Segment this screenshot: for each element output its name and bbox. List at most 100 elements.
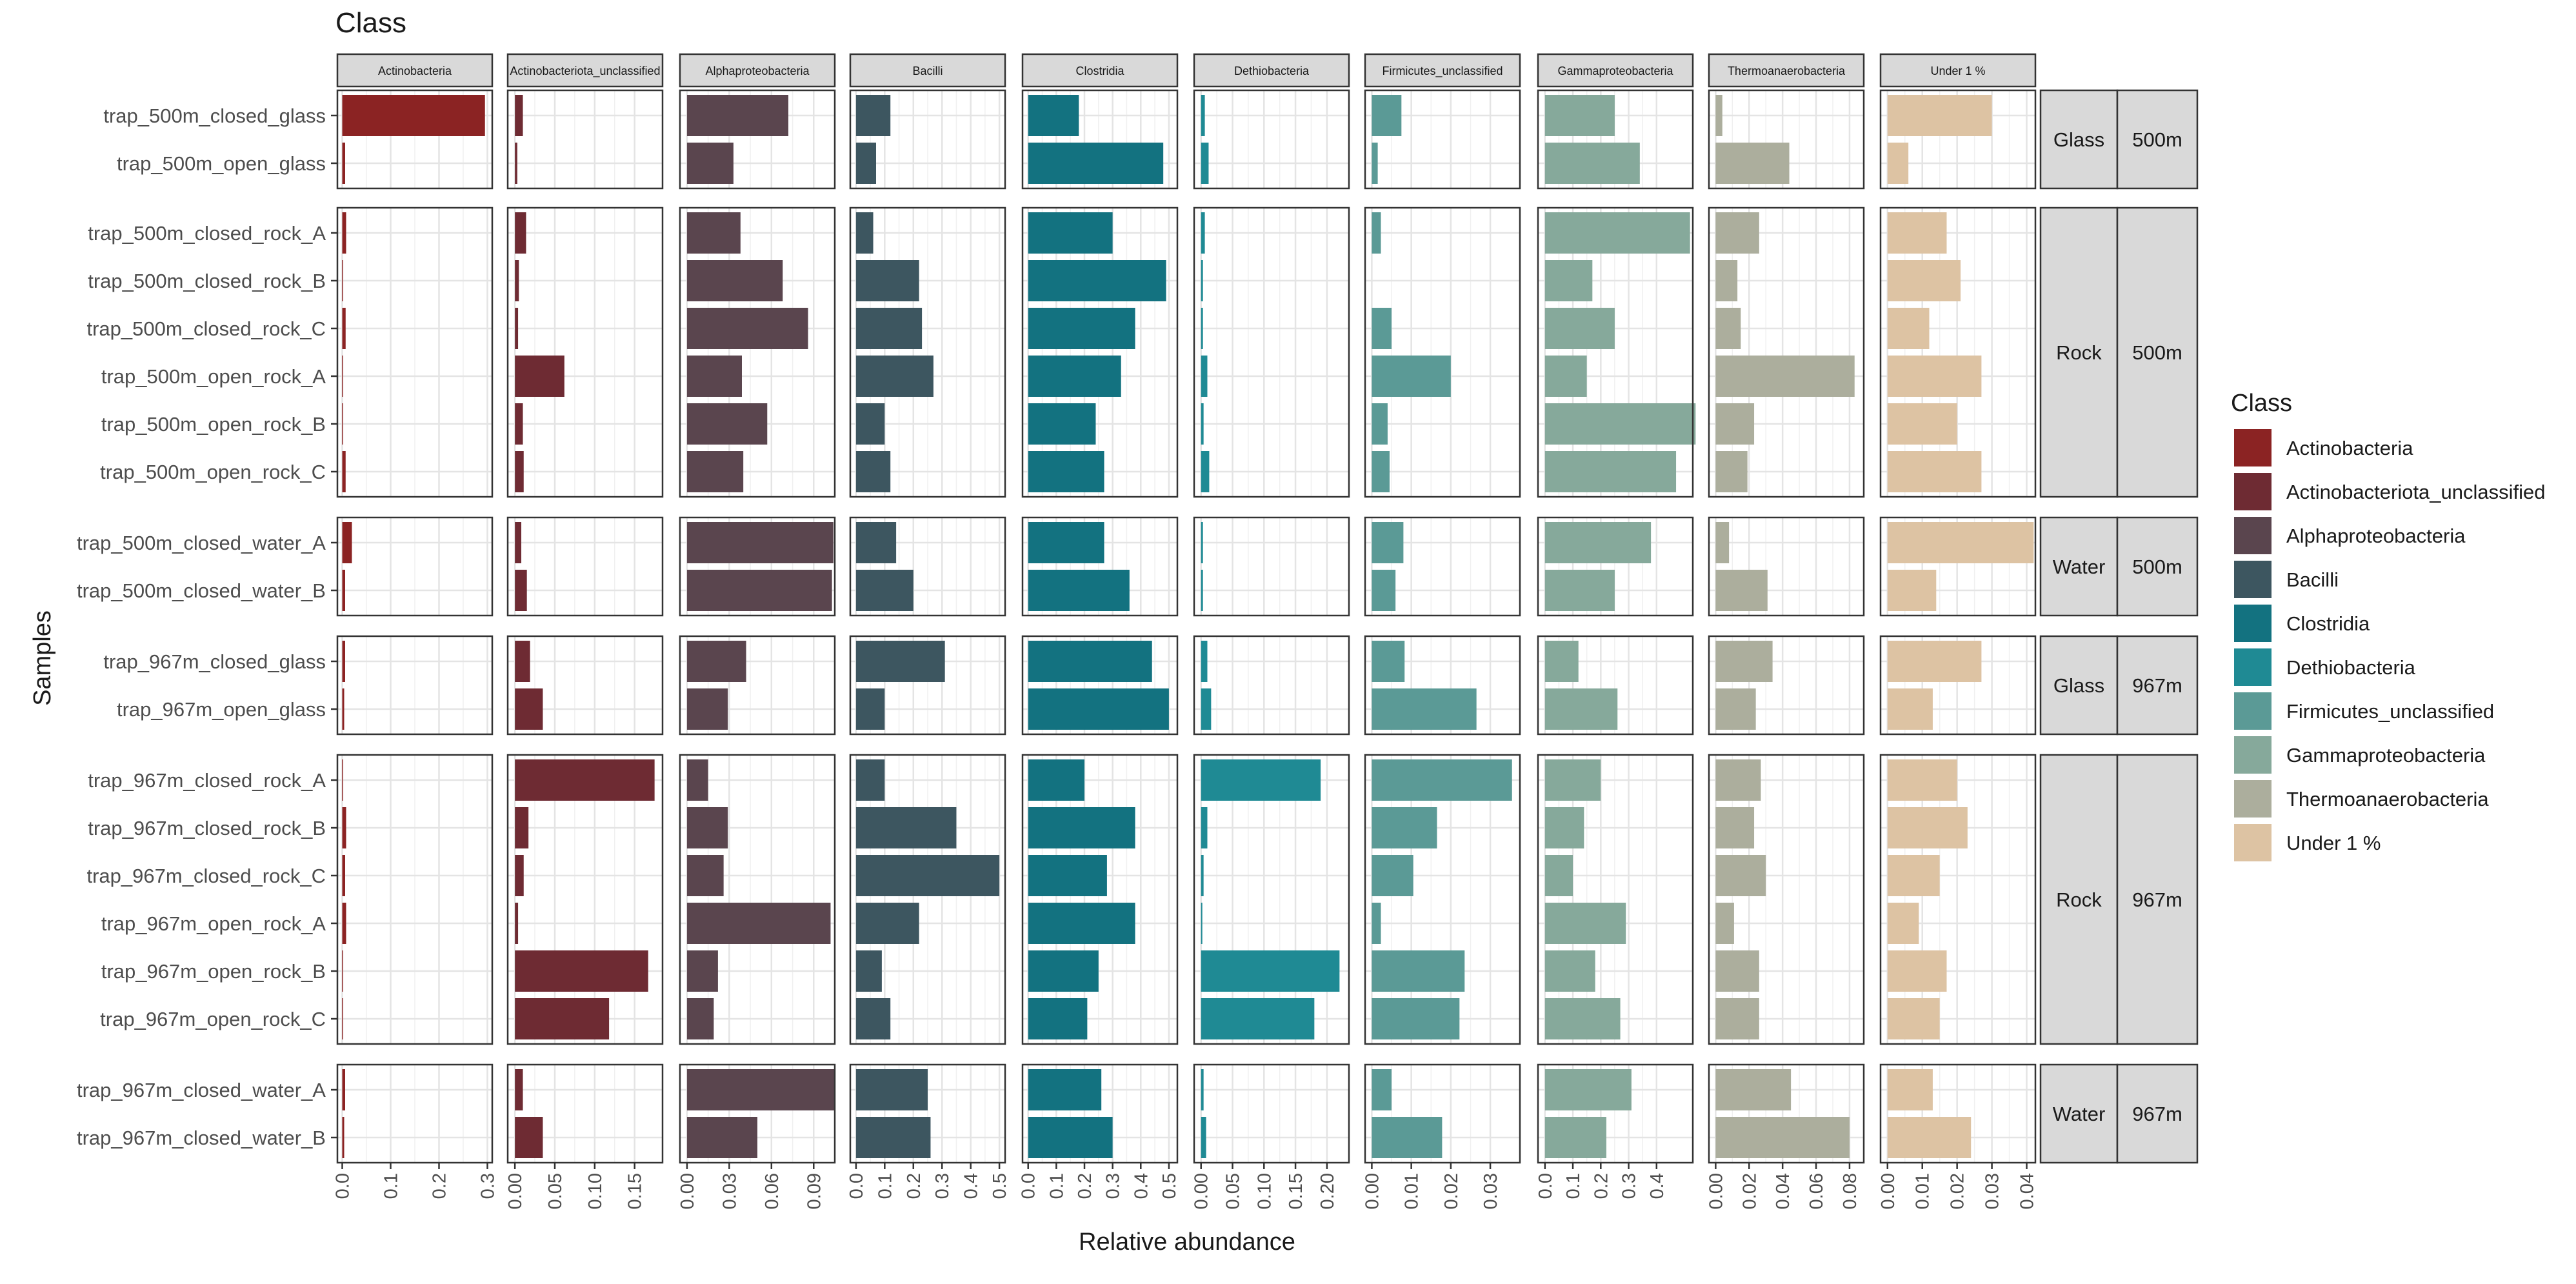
bar-actinobacteria-trap-500m-closed-water-b [342,570,345,611]
bar-clostridia-trap-500m-closed-water-a [1028,522,1104,563]
row-strip-depth [2116,206,2199,498]
bar-bacilli-trap-500m-open-rock-a [855,356,934,397]
bar-thermoanaerobacteria-trap-967m-open-rock-a [1715,903,1734,944]
bar-actinobacteriota-unclassified-trap-500m-closed-water-a [515,522,522,563]
panel-background [1538,208,1693,497]
column-strip-label: Under 1 % [1930,65,1985,77]
row-strip-material-label: Glass [2053,128,2104,151]
bar-firmicutes-unclassified-trap-500m-closed-water-a [1372,522,1404,563]
panel-background [508,517,663,616]
bar-gammaproteobacteria-trap-967m-closed-water-b [1544,1117,1606,1158]
panel-border [1537,516,1694,617]
x-tick-label: 0.20 [1317,1173,1338,1209]
bar-gammaproteobacteria-trap-500m-closed-rock-b [1544,260,1593,301]
x-tick-label: 0.06 [762,1173,783,1209]
column-strip-gammaproteobacteria [1537,53,1694,88]
bar-thermoanaerobacteria-trap-967m-open-rock-b [1715,950,1759,992]
x-tick-label: 0.08 [1840,1173,1861,1209]
bar-actinobacteriota-unclassified-trap-967m-open-rock-a [515,903,519,944]
bar-clostridia-trap-967m-open-glass [1028,688,1169,730]
x-tick-label: 0.02 [1948,1173,1968,1209]
bar-firmicutes-unclassified-trap-500m-open-rock-c [1372,451,1390,492]
bar-actinobacteria-trap-967m-closed-rock-a [342,759,343,801]
sample-label: trap_500m_closed_rock_B [88,270,326,292]
x-tick-label: 0.1 [1046,1173,1067,1199]
panel-background [1709,208,1864,497]
row-strip-material [2039,1063,2119,1164]
panel-border [506,1063,664,1164]
bar-actinobacteria-trap-500m-closed-water-a [342,522,352,563]
bar-actinobacteria-trap-967m-open-rock-c [342,998,343,1039]
panel-border [1193,1063,1350,1164]
bar-alphaproteobacteria-trap-500m-closed-water-a [686,522,834,563]
bar-alphaproteobacteria-trap-967m-open-rock-b [686,950,718,992]
x-tick-label: 0.1 [875,1173,895,1199]
bar-alphaproteobacteria-trap-500m-closed-rock-a [686,212,741,254]
panel-border [506,754,664,1045]
sample-label: trap_500m_closed_water_A [77,532,326,554]
bar-under-1-trap-967m-open-rock-b [1887,950,1947,992]
panel-background [680,208,835,497]
panel-border [1021,516,1179,617]
sample-label: trap_967m_closed_glass [103,650,326,673]
bar-clostridia-trap-500m-open-glass [1028,143,1164,184]
bar-gammaproteobacteria-trap-500m-closed-rock-c [1544,308,1615,349]
bar-actinobacteria-trap-967m-closed-water-b [342,1117,344,1158]
bar-thermoanaerobacteria-trap-967m-closed-water-b [1715,1117,1850,1158]
bar-gammaproteobacteria-trap-967m-closed-rock-a [1544,759,1601,801]
bar-thermoanaerobacteria-trap-500m-closed-rock-b [1715,260,1738,301]
bar-under-1-trap-500m-open-rock-b [1887,403,1957,445]
bar-dethiobacteria-trap-967m-open-rock-c [1201,998,1315,1039]
bar-actinobacteria-trap-500m-closed-glass [342,95,485,136]
bar-clostridia-trap-500m-open-rock-c [1028,451,1104,492]
bar-under-1-trap-500m-closed-rock-a [1887,212,1947,254]
row-strip-material-label: Rock [2056,341,2102,364]
column-strip-actinobacteria [336,53,494,88]
column-strip-label: Actinobacteriota_unclassified [510,65,660,78]
panel-border [1364,1063,1521,1164]
bar-firmicutes-unclassified-trap-967m-closed-water-b [1372,1117,1443,1158]
panel-border [1708,754,1865,1045]
panel-border [1193,89,1350,190]
bar-clostridia-trap-500m-open-rock-a [1028,356,1121,397]
bar-thermoanaerobacteria-trap-500m-open-rock-c [1715,451,1748,492]
bar-clostridia-trap-500m-closed-rock-a [1028,212,1113,254]
bar-firmicutes-unclassified-trap-500m-closed-rock-c [1372,308,1392,349]
bar-gammaproteobacteria-trap-967m-open-rock-c [1544,998,1621,1039]
row-strip-material-label: Water [2053,556,2106,578]
panel-border [1708,1063,1865,1164]
bar-dethiobacteria-trap-967m-closed-water-a [1201,1069,1204,1110]
x-tick-label: 0.2 [904,1173,924,1199]
panel-border [1364,635,1521,736]
bar-bacilli-trap-500m-open-rock-c [855,451,891,492]
legend-label: Clostridia [2286,612,2370,635]
column-strip-bacilli [849,53,1006,88]
bar-alphaproteobacteria-trap-967m-closed-rock-a [686,759,708,801]
column-strip-label: Actinobacteria [378,65,452,77]
column-strip-dethiobacteria [1193,53,1350,88]
bar-gammaproteobacteria-trap-500m-open-rock-c [1544,451,1677,492]
bar-bacilli-trap-500m-open-glass [855,143,876,184]
bar-thermoanaerobacteria-trap-500m-open-glass [1715,143,1790,184]
panel-border [849,89,1006,190]
panel-background [1023,208,1177,497]
x-tick-label: 0.06 [1806,1173,1827,1209]
panel-border [336,635,494,736]
bar-dethiobacteria-trap-500m-open-rock-c [1201,451,1210,492]
x-tick-label: 0.00 [1706,1173,1726,1209]
bar-clostridia-trap-967m-open-rock-c [1028,998,1088,1039]
bar-thermoanaerobacteria-trap-500m-closed-water-a [1715,522,1730,563]
panel-border [1537,89,1694,190]
x-tick-label: 0.4 [961,1173,982,1199]
bar-dethiobacteria-trap-500m-closed-rock-a [1201,212,1205,254]
panel-background [1365,755,1520,1044]
bar-firmicutes-unclassified-trap-500m-closed-glass [1372,95,1402,136]
bar-under-1-trap-500m-closed-water-a [1887,522,2034,563]
panel-border [849,1063,1006,1164]
bar-under-1-trap-500m-open-rock-a [1887,356,1982,397]
legend-label: Gammaproteobacteria [2286,744,2486,767]
bar-alphaproteobacteria-trap-500m-closed-rock-b [686,260,783,301]
panel-border [1364,89,1521,190]
y-axis-title: Samples [29,610,56,706]
column-strip-firmicutes-unclassified [1364,53,1521,88]
